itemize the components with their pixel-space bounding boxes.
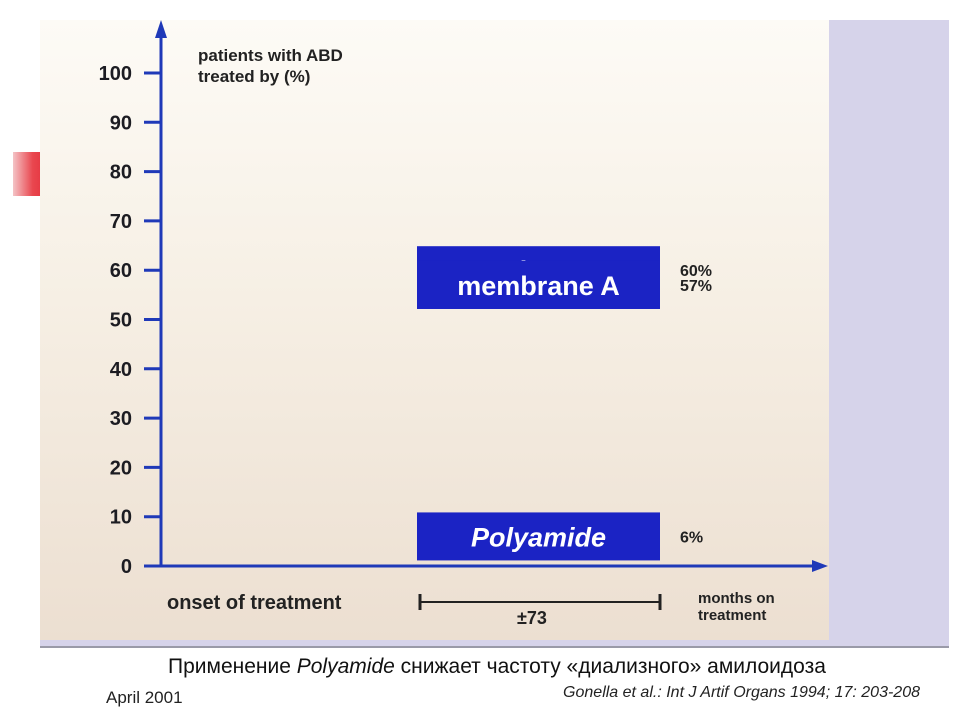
bar: [417, 512, 660, 561]
duration-label: ±73: [517, 608, 547, 628]
x-axis-arrow: [812, 560, 828, 572]
y-tick-label: 90: [110, 112, 132, 134]
y-axis-arrow: [155, 20, 167, 38]
y-axis-title: patients with ABD treated by (%): [198, 46, 343, 86]
red-accent-bar: [13, 152, 41, 196]
y-ticks: 0 10 20 30 40 50 60 70 80 90 100: [99, 63, 161, 578]
x-unit-label-line: treatment: [698, 607, 766, 624]
bar-value-label: 6%: [680, 529, 703, 546]
bar-value-label: 57%: [680, 278, 712, 295]
abd-chart: 0 10 20 30 40 50 60 70 80 90 100 patients with ABD…: [99, 20, 828, 628]
y-axis-title-line: treated by (%): [198, 67, 310, 86]
divider: [40, 646, 949, 648]
slide-caption: Применение Polyamide снижает частоту «ди…: [168, 655, 826, 679]
y-tick-label: 0: [121, 556, 132, 578]
y-axis-title-line: patients with ABD: [198, 46, 343, 65]
caption-emphasis: Polyamide: [296, 655, 395, 678]
bar-category-label: Polyamide: [471, 522, 606, 552]
y-tick-label: 20: [110, 457, 132, 479]
citation: Gonella et al.: Int J Artif Organs 1994;…: [563, 684, 920, 701]
y-tick-label: 80: [110, 162, 132, 184]
slide-date: April 2001: [106, 688, 183, 707]
y-tick-label: 70: [110, 211, 132, 233]
y-tick-label: 60: [110, 260, 132, 282]
y-tick-label: 100: [99, 63, 132, 85]
x-unit-label-line: months on: [698, 590, 775, 607]
bar: [417, 260, 660, 309]
y-tick-label: 50: [110, 310, 132, 332]
y-tick-label: 30: [110, 408, 132, 430]
bar-category-label: membrane A: [457, 271, 620, 301]
y-tick-label: 40: [110, 359, 132, 381]
x-axis-title: onset of treatment: [167, 592, 342, 614]
bar-value-label: 60%: [680, 263, 712, 280]
caption-pre: Применение: [168, 655, 297, 678]
y-tick-label: 10: [110, 507, 132, 529]
caption-post: снижает частоту «диализного» амилоидоза: [394, 655, 826, 678]
